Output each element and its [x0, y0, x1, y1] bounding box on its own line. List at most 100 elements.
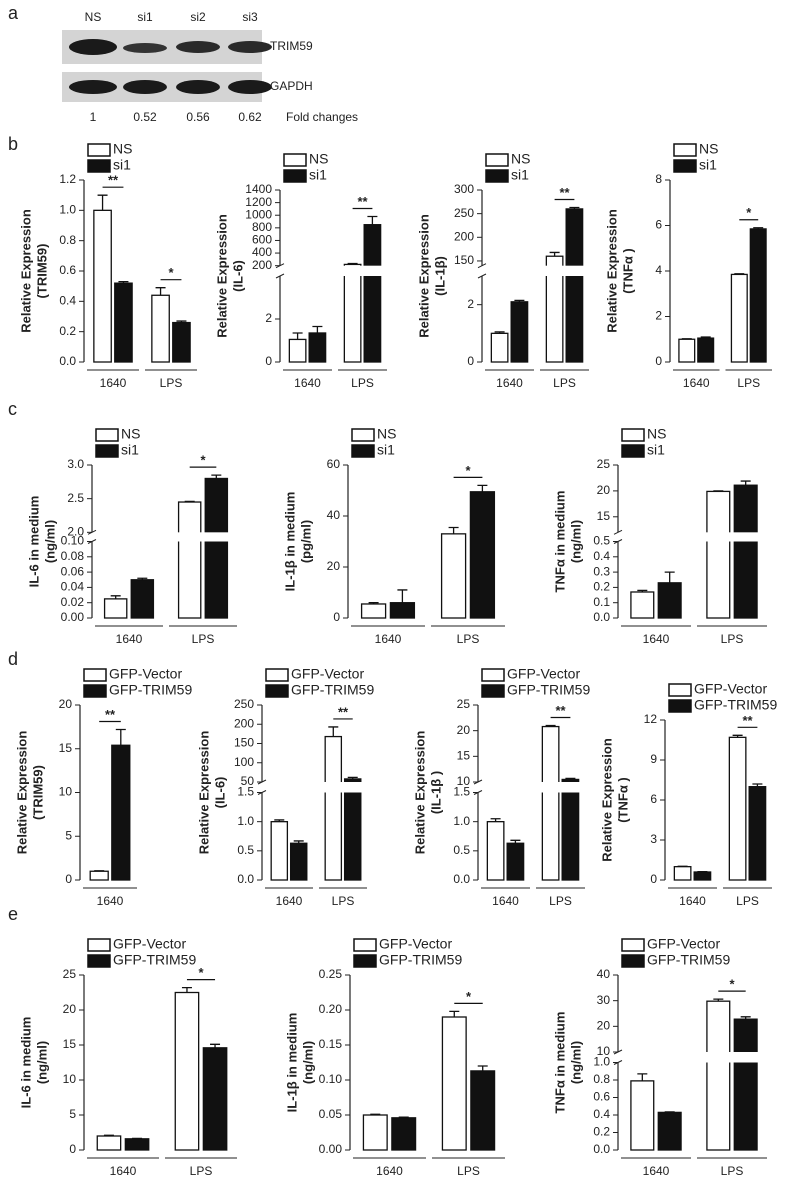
x-tick-label: 1640 [683, 376, 710, 390]
error-bar [328, 726, 339, 737]
significance-label: ** [742, 713, 753, 728]
y-tick-label: 0 [655, 354, 662, 368]
y-axis-label: (ng/ml) [300, 1041, 315, 1084]
x-tick-label: 1640 [679, 894, 706, 908]
bar [93, 209, 112, 363]
bar [541, 725, 560, 881]
fold-change: 0.62 [238, 110, 262, 124]
break-mark [473, 779, 483, 785]
legend-label: GFP-TRIM59 [647, 952, 730, 968]
error-bar [370, 1113, 381, 1115]
y-tick-label: 25 [457, 697, 471, 711]
fold-change-label: Fold changes [286, 110, 358, 124]
x-tick-label: 1640 [643, 1164, 670, 1178]
y-tick-label: 1.0 [593, 1055, 610, 1069]
error-bar [110, 595, 121, 599]
legend-label: NS [121, 426, 140, 442]
bar [733, 484, 758, 619]
legend-label: NS [309, 151, 328, 167]
error-bar [490, 818, 501, 822]
bar [202, 1047, 228, 1151]
y-tick-label: 50 [241, 774, 255, 788]
bar [490, 332, 509, 363]
error-bar [637, 1073, 648, 1081]
y-tick-label: 3 [650, 832, 657, 846]
legend-label: si1 [699, 157, 717, 173]
bar [470, 1070, 496, 1151]
bar [151, 294, 170, 363]
axis-break [483, 265, 593, 276]
error-bar [752, 783, 763, 787]
error-bar [184, 500, 195, 503]
y-tick-label: 15 [63, 1037, 77, 1051]
legend-label: si1 [309, 167, 327, 183]
bar [748, 786, 767, 881]
y-tick-label: 250 [234, 697, 254, 711]
y-tick-label: 20 [457, 723, 471, 737]
error-bar [181, 986, 192, 993]
x-tick-label: LPS [192, 632, 215, 646]
x-tick-label: 1640 [100, 376, 127, 390]
legend-swatch [621, 428, 645, 442]
error-bar [368, 602, 379, 604]
x-tick-label: LPS [351, 376, 374, 390]
break-mark [257, 779, 267, 785]
bar [730, 273, 748, 363]
bar [343, 778, 362, 881]
bar [673, 866, 692, 881]
x-tick-label: 1640 [375, 632, 402, 646]
error-bar [367, 215, 378, 225]
bar [174, 991, 200, 1151]
y-tick-label: 2 [265, 311, 272, 325]
significance-label: ** [108, 173, 119, 188]
y-tick-label: 250 [454, 206, 474, 220]
y-axis-label: (ng/ml) [34, 1041, 49, 1084]
panel-label: a [8, 3, 19, 23]
y-tick-label: 40 [327, 508, 341, 522]
significance-label: * [198, 965, 204, 980]
legend-swatch [87, 159, 111, 173]
y-tick-label: 0.2 [593, 1125, 610, 1139]
legend-swatch [621, 938, 645, 952]
y-tick-label: 0 [467, 354, 474, 368]
panel-label: e [8, 904, 18, 924]
legend-label: GFP-Vector [379, 936, 452, 952]
error-bar [740, 480, 751, 486]
legend-label: GFP-Vector [113, 936, 186, 952]
y-tick-label: 30 [597, 993, 611, 1007]
x-tick-label: 1640 [116, 632, 143, 646]
blot-band [176, 41, 220, 53]
y-tick-label: 2 [655, 309, 662, 323]
error-bar [449, 1010, 460, 1017]
error-bar [713, 998, 724, 1002]
y-axis-label: (TNFα ) [620, 248, 635, 294]
x-tick-label: 1640 [376, 1164, 403, 1178]
y-tick-label: 6 [650, 792, 657, 806]
legend-swatch [265, 684, 289, 698]
y-tick-label: 0.8 [593, 1072, 610, 1086]
break-mark [613, 1049, 623, 1055]
x-tick-label: LPS [457, 1164, 480, 1178]
x-tick-label: LPS [721, 1164, 744, 1178]
bar [693, 871, 712, 881]
panel-label: c [8, 399, 17, 419]
legend-swatch [283, 153, 307, 167]
error-bar [494, 331, 505, 334]
y-tick-label: 0.00 [319, 1142, 343, 1156]
error-bar [664, 571, 675, 583]
panel-label: b [8, 134, 18, 154]
y-tick-label: 0.1 [593, 595, 610, 609]
error-bar [274, 819, 285, 822]
x-tick-label: LPS [190, 1164, 213, 1178]
legend-label: GFP-Vector [291, 666, 364, 682]
blot-band [69, 80, 117, 94]
bar [728, 736, 747, 881]
legend-swatch [83, 684, 107, 698]
error-bar [293, 840, 304, 844]
bar [270, 821, 289, 881]
y-tick-label: 5 [69, 1107, 76, 1121]
protein-label: GAPDH [270, 79, 313, 93]
bar [363, 224, 382, 363]
y-axis-label: (pg/ml) [298, 520, 313, 563]
legend-swatch [668, 699, 692, 713]
